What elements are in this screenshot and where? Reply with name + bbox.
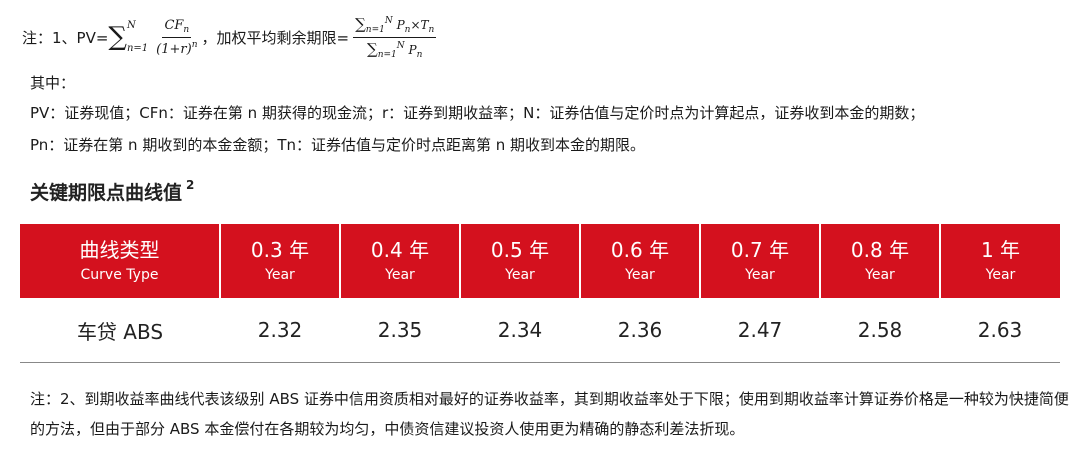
footnote-ref: 2 bbox=[186, 178, 195, 192]
header-cell-0.8y: 0.8 年 Year bbox=[820, 224, 941, 298]
pv-fraction: CFn (1+r)n bbox=[156, 17, 198, 57]
cell-value: 2.35 bbox=[340, 298, 460, 363]
formula-line: 注：1、PV= ∑ N n=1 CFn (1+r)n ，加权平均剩余期限= ∑n… bbox=[22, 12, 440, 62]
cell-value: 2.47 bbox=[700, 298, 820, 363]
wal-numerator: P bbox=[396, 17, 405, 32]
sum-lower: n=1 bbox=[126, 43, 149, 54]
table-row: 车贷 ABS 2.32 2.35 2.34 2.36 2.47 2.58 2.6… bbox=[20, 298, 1060, 363]
section-title-text: 关键期限点曲线值 bbox=[30, 182, 183, 204]
cell-value: 2.32 bbox=[220, 298, 340, 363]
wal-denominator: P bbox=[408, 42, 417, 57]
wal-fraction: ∑n=1N Pn×Tn ∑n=1N Pn bbox=[353, 14, 437, 60]
header-cell-0.7y: 0.7 年 Year bbox=[700, 224, 821, 298]
cell-value: 2.63 bbox=[940, 298, 1060, 363]
cell-curve-type: 车贷 ABS bbox=[20, 298, 220, 363]
header-cell-curve-type: 曲线类型 Curve Type bbox=[20, 224, 221, 298]
header-cell-0.5y: 0.5 年 Year bbox=[460, 224, 581, 298]
pn-definition: Pn：证券在第 n 期收到的本金金额；Tn：证券估值与定价时点距离第 n 期收到… bbox=[30, 136, 646, 154]
qi-zhong-label: 其中： bbox=[30, 74, 76, 92]
pv-definition: PV：证券现值；CFn：证券在第 n 期获得的现金流；r：证券到期收益率；N：证… bbox=[30, 104, 925, 122]
sum-upper: N bbox=[126, 20, 136, 31]
cell-value: 2.36 bbox=[580, 298, 700, 363]
header-cell-0.6y: 0.6 年 Year bbox=[580, 224, 701, 298]
header-cell-0.3y: 0.3 年 Year bbox=[220, 224, 341, 298]
formula-separator: ，加权平均剩余期限= bbox=[201, 28, 350, 47]
header-cell-0.4y: 0.4 年 Year bbox=[340, 224, 461, 298]
formula-prefix: 注：1、PV= bbox=[22, 28, 109, 47]
cell-value: 2.34 bbox=[460, 298, 580, 363]
footnote-2: 注：2、到期收益率曲线代表该级别 ABS 证券中信用资质相对最好的证券收益率，其… bbox=[30, 390, 1069, 438]
pv-numerator: CF bbox=[164, 17, 184, 33]
curve-table: 曲线类型 Curve Type 0.3 年 Year 0.4 年 Year 0.5 年… bbox=[20, 224, 1060, 363]
sum-symbol: ∑ bbox=[108, 22, 127, 52]
section-title: 关键期限点曲线值 2 bbox=[30, 178, 194, 205]
header-cell-1y: 1 年 Year bbox=[940, 224, 1060, 298]
pv-denominator: (1+r) bbox=[156, 41, 192, 57]
table-header-row: 曲线类型 Curve Type 0.3 年 Year 0.4 年 Year 0.5 年… bbox=[20, 224, 1060, 298]
cell-value: 2.58 bbox=[820, 298, 940, 363]
sum-limits: N n=1 bbox=[127, 20, 148, 54]
